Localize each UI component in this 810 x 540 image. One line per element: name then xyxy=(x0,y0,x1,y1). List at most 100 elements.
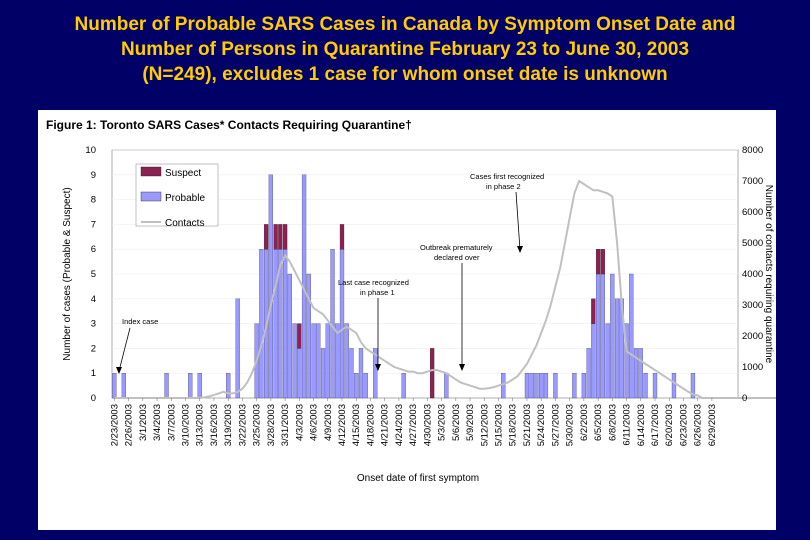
x-tick-label: 6/17/2003 xyxy=(650,404,661,446)
probable-bar xyxy=(297,348,302,399)
y-tick-label-left: 6 xyxy=(91,244,96,255)
probable-bar xyxy=(629,273,634,399)
probable-bar xyxy=(358,348,364,399)
probable-bar xyxy=(188,373,193,399)
suspect-bar xyxy=(591,298,596,324)
x-tick-label: 3/4/2003 xyxy=(152,404,163,441)
suspect-bar xyxy=(339,224,345,250)
probable-bar xyxy=(444,373,449,399)
x-tick-label: 4/30/2003 xyxy=(422,404,433,446)
probable-bar xyxy=(273,249,278,399)
y-tick-label-left: 3 xyxy=(91,319,96,330)
y-tick-label-right: 1000 xyxy=(742,362,763,373)
arrow-icon xyxy=(517,246,523,253)
y-tick-label-left: 7 xyxy=(91,219,96,230)
y-tick-label-right: 3000 xyxy=(742,300,763,311)
x-tick-label: 3/7/2003 xyxy=(166,404,177,441)
probable-bar xyxy=(610,273,615,399)
sars-epicurve-chart: Figure 1: Toronto SARS Cases* Contacts R… xyxy=(46,118,776,484)
x-tick-label: 4/24/2003 xyxy=(394,404,405,446)
probable-bar xyxy=(524,373,530,399)
probable-bar xyxy=(287,273,292,399)
y-tick-label-right: 4000 xyxy=(742,269,763,280)
x-tick-label: 4/27/2003 xyxy=(408,404,419,446)
y-tick-label-left: 8 xyxy=(91,195,96,206)
probable-bar xyxy=(605,323,610,399)
probable-bar xyxy=(235,298,240,399)
probable-bar xyxy=(501,373,506,399)
slide-title-line-1: Number of Probable SARS Cases in Canada … xyxy=(74,14,736,35)
suspect-bar xyxy=(282,224,288,250)
legend-label-probable: Probable xyxy=(165,193,205,204)
x-tick-label: 3/1/2003 xyxy=(138,404,149,441)
x-tick-label: 5/15/2003 xyxy=(494,404,505,446)
probable-bar xyxy=(643,373,648,399)
x-tick-label: 6/5/2003 xyxy=(593,404,604,441)
probable-bar xyxy=(543,373,549,399)
probable-bar xyxy=(320,348,326,399)
x-tick-label: 2/23/2003 xyxy=(109,404,120,446)
y-tick-label-left: 10 xyxy=(85,145,96,156)
probable-bar xyxy=(259,249,264,399)
x-tick-label: 6/26/2003 xyxy=(693,404,704,446)
suspect-bars xyxy=(264,224,605,399)
x-tick-label: 3/25/2003 xyxy=(252,404,263,446)
x-tick-label: 2/26/2003 xyxy=(124,404,135,446)
annotation-outbreak-text-2: declared over xyxy=(434,253,480,262)
probable-bar xyxy=(339,249,345,399)
probable-bar xyxy=(581,373,586,399)
y-tick-label-right: 7000 xyxy=(742,176,763,187)
probable-bar xyxy=(690,373,696,399)
suspect-bar xyxy=(297,323,302,349)
arrow-icon xyxy=(375,364,381,371)
probable-bar xyxy=(534,373,539,399)
x-tick-label: 3/10/2003 xyxy=(181,404,192,446)
probable-bar xyxy=(311,323,316,399)
x-tick-label: 5/24/2003 xyxy=(536,404,547,446)
x-tick-label: 5/6/2003 xyxy=(451,404,462,441)
y-tick-label-left: 4 xyxy=(91,294,96,305)
annotation-phase2-text-2: in phase 2 xyxy=(486,182,521,191)
y-tick-label-left: 1 xyxy=(91,368,96,379)
slide-title: Number of Probable SARS Cases in Canada … xyxy=(0,12,810,87)
annotation-outbreak-over: Outbreak prematurely declared over xyxy=(420,243,493,371)
y-tick-label-left: 0 xyxy=(91,393,96,404)
annotation-index-case-text: Index case xyxy=(122,317,158,326)
legend-label-contacts: Contacts xyxy=(165,218,204,229)
probable-bar xyxy=(539,373,544,399)
probable-bar xyxy=(282,249,288,399)
probable-bar xyxy=(652,373,658,399)
y-tick-label-right: 2000 xyxy=(742,331,763,342)
suspect-bar xyxy=(595,249,601,275)
y-tick-label-right: 5000 xyxy=(742,238,763,249)
legend-swatch-probable xyxy=(140,191,162,202)
annotation-outbreak-text-1: Outbreak prematurely xyxy=(420,243,493,252)
x-tick-label: 4/18/2003 xyxy=(365,404,376,446)
annotation-phase2: Cases first recognized in phase 2 xyxy=(470,172,544,253)
x-tick-label: 5/27/2003 xyxy=(550,404,561,446)
x-tick-label: 5/3/2003 xyxy=(437,404,448,441)
probable-bar xyxy=(600,273,605,399)
annotation-last-case: Last case recognized in phase 1 xyxy=(338,278,409,371)
x-tick-label: 4/6/2003 xyxy=(309,404,320,441)
chart-panel: Figure 1: Toronto SARS Cases* Contacts R… xyxy=(38,110,776,530)
x-tick-label: 4/21/2003 xyxy=(380,404,391,446)
probable-bar xyxy=(363,373,368,399)
x-tick-label: 3/16/2003 xyxy=(209,404,220,446)
slide-title-line-2: Number of Persons in Quarantine February… xyxy=(120,39,690,60)
y-tick-label-right: 6000 xyxy=(742,207,763,218)
probable-bar xyxy=(349,348,354,399)
slide-title-line-3: (N=249), excludes 1 case for whom onset … xyxy=(142,64,668,85)
probable-bar xyxy=(614,298,620,399)
legend: Suspect Probable Contacts xyxy=(135,163,219,229)
y-axis-right-label: Number of contacts requiring quarantine xyxy=(763,185,774,364)
x-tick-label: 5/21/2003 xyxy=(522,404,533,446)
annotation-last-case-text-2: in phase 1 xyxy=(360,288,395,297)
probable-bar xyxy=(335,323,340,399)
x-tick-label: 5/12/2003 xyxy=(479,404,490,446)
y-tick-label-right: 8000 xyxy=(742,145,763,156)
y-axis-left-ticks: 0 1 2 3 4 5 6 7 8 9 10 xyxy=(85,145,96,404)
probable-bar xyxy=(121,373,126,399)
x-tick-label: 3/28/2003 xyxy=(266,404,277,446)
probable-bar xyxy=(164,373,169,399)
